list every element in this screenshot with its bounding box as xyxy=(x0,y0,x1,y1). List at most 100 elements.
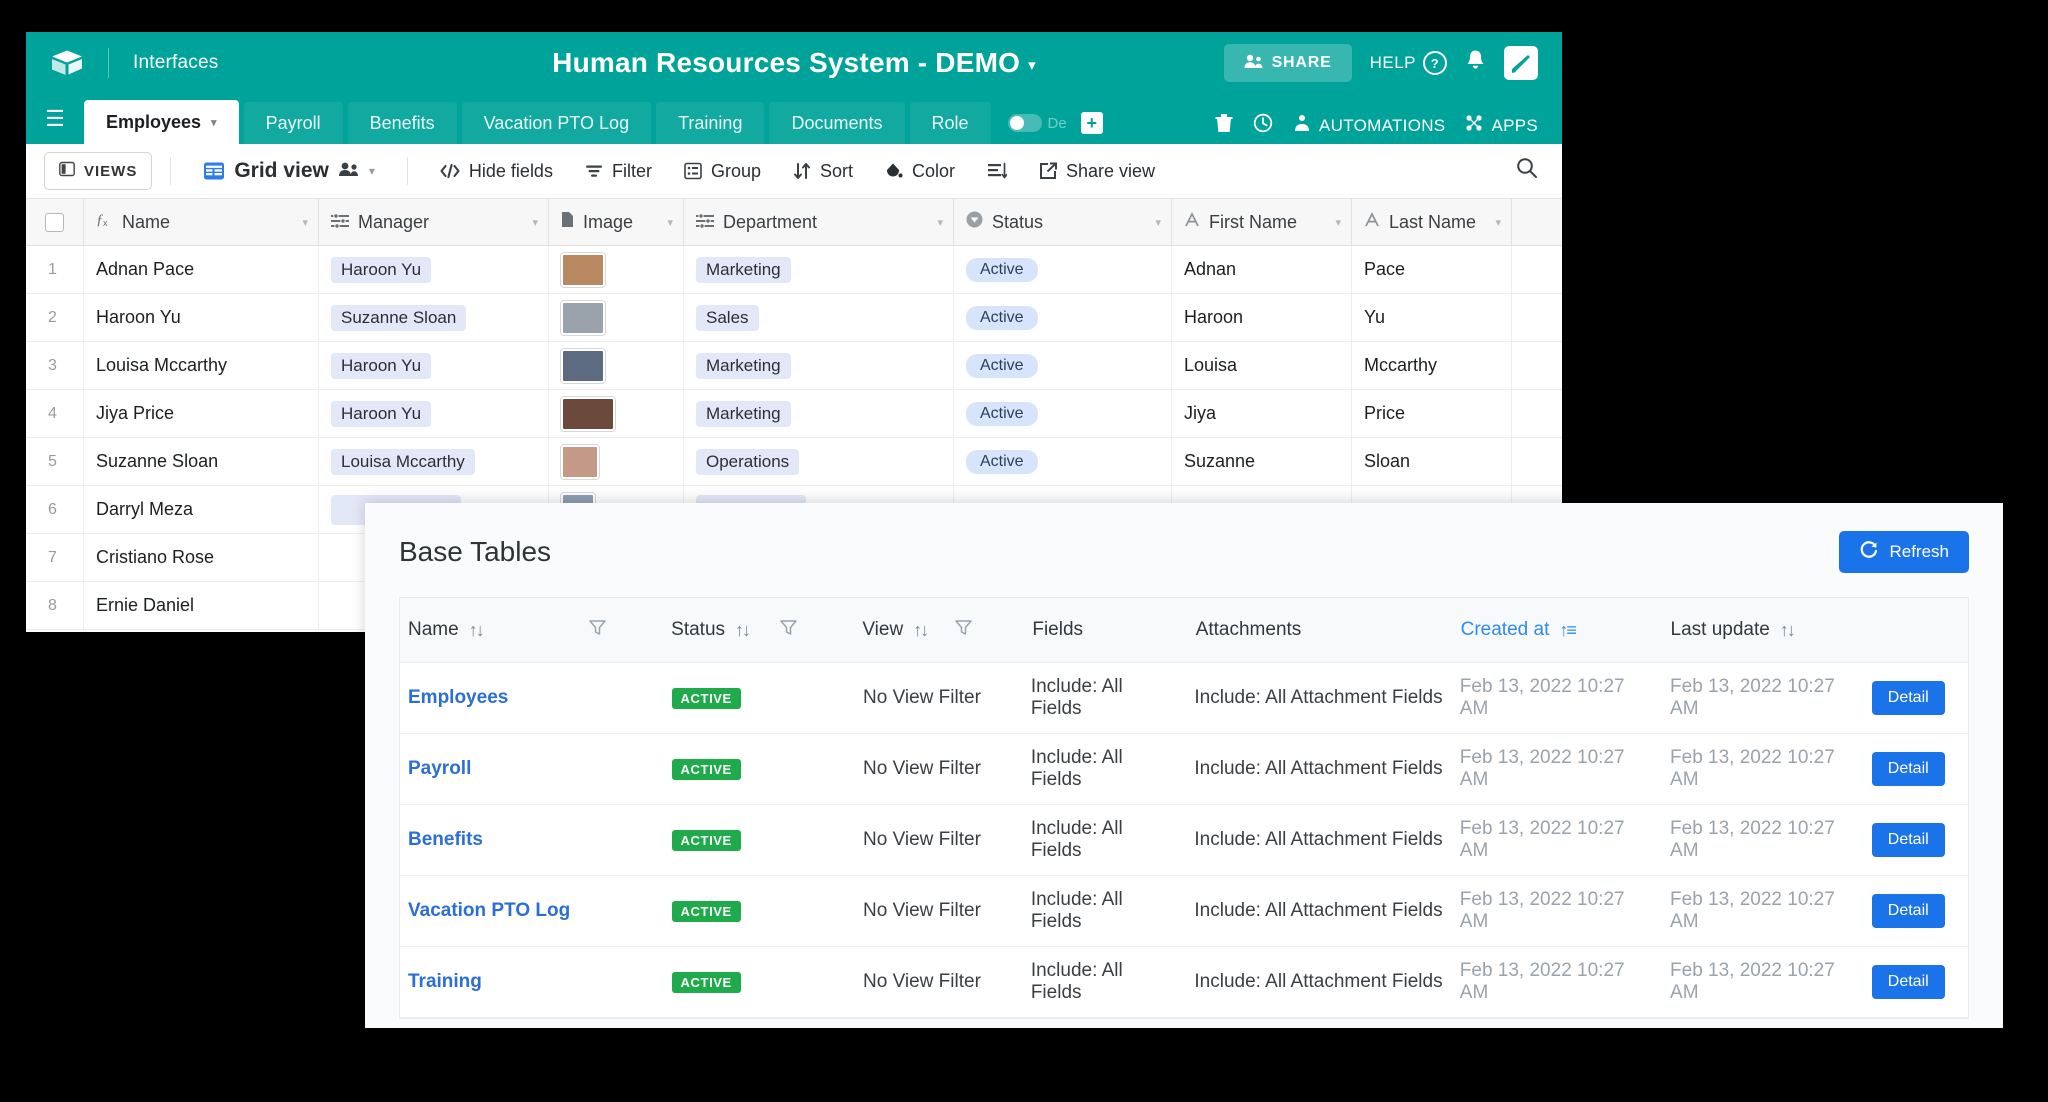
interfaces-link[interactable]: Interfaces xyxy=(133,52,219,73)
cell-department: Marketing xyxy=(696,400,791,427)
column-header-status[interactable]: Status ▾ xyxy=(954,199,1172,245)
sort-updown-icon[interactable]: ↑↓ xyxy=(735,619,751,640)
grid-view-selector[interactable]: Grid view ▾ xyxy=(189,153,389,189)
share-button-label: SHARE xyxy=(1271,54,1332,71)
chevron-down-icon[interactable]: ▾ xyxy=(302,216,308,229)
table-name-link[interactable]: Payroll xyxy=(408,758,472,779)
detail-button[interactable]: Detail xyxy=(1871,681,1945,715)
table-name-link[interactable]: Employees xyxy=(408,687,509,708)
cell-first-name: Adnan xyxy=(1184,259,1237,279)
detail-button[interactable]: Detail xyxy=(1871,965,1945,999)
table-row[interactable]: Vacation PTO Log ACTIVE No View Filter I… xyxy=(400,876,1968,947)
apps-button[interactable]: APPS xyxy=(1465,114,1538,137)
column-header-view[interactable]: View ↑↓ xyxy=(854,619,945,641)
cell-image-thumbnail[interactable] xyxy=(561,300,605,335)
share-view-button[interactable]: Share view xyxy=(1025,153,1169,189)
history-clock-icon[interactable] xyxy=(1253,113,1273,138)
cell-image-thumbnail[interactable] xyxy=(561,444,599,479)
table-row[interactable]: Training ACTIVE No View Filter Include: … xyxy=(400,947,1968,1018)
sidebar-toggle-icon[interactable]: ☰ xyxy=(45,106,65,131)
tab-documents[interactable]: Documents xyxy=(769,102,905,144)
sort-button[interactable]: Sort xyxy=(779,153,867,189)
cell-last-update: Feb 13, 2022 10:27 AM xyxy=(1670,960,1835,1003)
table-row[interactable]: 1 Adnan Pace Haroon Yu Marketing Active … xyxy=(26,246,1562,294)
column-header-image[interactable]: Image ▾ xyxy=(549,199,684,245)
help-button[interactable]: HELP ? xyxy=(1370,51,1447,75)
column-header-status[interactable]: Status ↑↓ xyxy=(663,619,771,641)
share-button[interactable]: SHARE xyxy=(1223,44,1352,82)
tab-vacation-pto-log[interactable]: Vacation PTO Log xyxy=(461,102,652,144)
column-header-manager[interactable]: Manager ▾ xyxy=(319,199,549,245)
chevron-down-icon[interactable]: ▾ xyxy=(368,164,375,178)
chevron-down-icon[interactable]: ▾ xyxy=(1028,56,1036,74)
table-row[interactable]: 2 Haroon Yu Suzanne Sloan Sales Active H… xyxy=(26,294,1562,342)
color-button[interactable]: Color xyxy=(871,153,969,189)
tab-training[interactable]: Training xyxy=(656,102,765,144)
table-row[interactable]: 4 Jiya Price Haroon Yu Marketing Active … xyxy=(26,390,1562,438)
status-filter-button[interactable] xyxy=(771,618,854,643)
column-header-department[interactable]: Department ▾ xyxy=(684,199,954,245)
cell-image-thumbnail[interactable] xyxy=(561,396,615,431)
hide-fields-button[interactable]: Hide fields xyxy=(426,153,567,189)
chevron-down-icon[interactable]: ▾ xyxy=(937,216,943,229)
tab-role[interactable]: Role xyxy=(909,102,991,144)
chevron-down-icon[interactable]: ▾ xyxy=(532,216,538,229)
chevron-down-icon[interactable]: ▾ xyxy=(667,216,673,229)
column-header-name[interactable]: Name ↑↓ xyxy=(400,619,580,641)
tab-payroll[interactable]: Payroll xyxy=(243,102,343,144)
column-header-label: Status xyxy=(992,211,1044,232)
column-header-last-name[interactable]: Last Name ▾ xyxy=(1352,199,1512,245)
sort-updown-icon[interactable]: ↑↓ xyxy=(468,619,485,640)
table-row[interactable]: Payroll ACTIVE No View Filter Include: A… xyxy=(400,734,1968,805)
sort-updown-icon[interactable]: ↑↓ xyxy=(1779,619,1796,640)
table-row[interactable]: Benefits ACTIVE No View Filter Include: … xyxy=(400,805,1968,876)
chevron-down-icon[interactable]: ▾ xyxy=(211,116,217,129)
tab-employees[interactable]: Employees ▾ xyxy=(84,100,239,144)
chevron-down-icon[interactable]: ▾ xyxy=(1155,216,1161,229)
hide-fields-label: Hide fields xyxy=(468,160,553,181)
column-header-last-update[interactable]: Last update ↑↓ xyxy=(1663,619,1864,641)
row-height-button[interactable] xyxy=(973,153,1021,189)
select-all-checkbox[interactable] xyxy=(26,199,84,245)
cell-name: Jiya Price xyxy=(96,403,175,423)
view-filter-button[interactable] xyxy=(946,618,1025,643)
airtable-cube-icon[interactable] xyxy=(48,46,86,80)
table-name-link[interactable]: Benefits xyxy=(408,829,483,850)
automations-button[interactable]: AUTOMATIONS xyxy=(1293,114,1445,137)
refresh-button[interactable]: Refresh xyxy=(1839,531,1969,573)
trash-icon[interactable] xyxy=(1215,113,1233,138)
table-name-link[interactable]: Vacation PTO Log xyxy=(408,900,571,921)
search-icon[interactable] xyxy=(1516,157,1544,185)
group-button[interactable]: Group xyxy=(670,153,775,189)
cell-image-thumbnail[interactable] xyxy=(561,252,605,287)
tab-benefits[interactable]: Benefits xyxy=(347,102,457,144)
detail-button[interactable]: Detail xyxy=(1871,894,1945,928)
detail-button[interactable]: Detail xyxy=(1871,823,1945,857)
filter-label: Filter xyxy=(611,160,652,181)
chevron-down-icon[interactable]: ▾ xyxy=(1495,216,1501,229)
cell-last-update: Feb 13, 2022 10:27 AM xyxy=(1670,889,1835,932)
name-filter-button[interactable] xyxy=(580,618,663,643)
demo-toggle[interactable]: De xyxy=(1007,114,1067,132)
sort-updown-icon[interactable]: ↑↓ xyxy=(913,619,929,640)
add-table-button[interactable]: + xyxy=(1080,112,1103,134)
table-row[interactable]: 3 Louisa Mccarthy Haroon Yu Marketing Ac… xyxy=(26,342,1562,390)
chevron-down-icon[interactable]: ▾ xyxy=(1335,216,1341,229)
column-header-created-at[interactable]: Created at ↑≡ xyxy=(1453,619,1663,641)
table-row[interactable]: Employees ACTIVE No View Filter Include:… xyxy=(400,663,1968,734)
column-header-first-name[interactable]: First Name ▾ xyxy=(1172,199,1352,245)
column-header-label: Last Name xyxy=(1389,211,1477,232)
table-row[interactable]: 5 Suzanne Sloan Louisa Mccarthy Operatio… xyxy=(26,438,1562,486)
bell-icon[interactable] xyxy=(1465,49,1486,77)
refresh-icon xyxy=(1859,540,1879,565)
cell-image-thumbnail[interactable] xyxy=(561,348,605,383)
detail-button[interactable]: Detail xyxy=(1871,752,1945,786)
avatar[interactable] xyxy=(1504,46,1538,80)
filter-button[interactable]: Filter xyxy=(571,153,666,189)
cell-status: ACTIVE xyxy=(664,758,772,780)
table-name-link[interactable]: Training xyxy=(408,971,482,992)
views-button[interactable]: VIEWS xyxy=(44,152,153,190)
cell-attachments: Include: All Attachment Fields xyxy=(1194,687,1443,708)
sort-asc-icon[interactable]: ↑≡ xyxy=(1559,619,1576,640)
